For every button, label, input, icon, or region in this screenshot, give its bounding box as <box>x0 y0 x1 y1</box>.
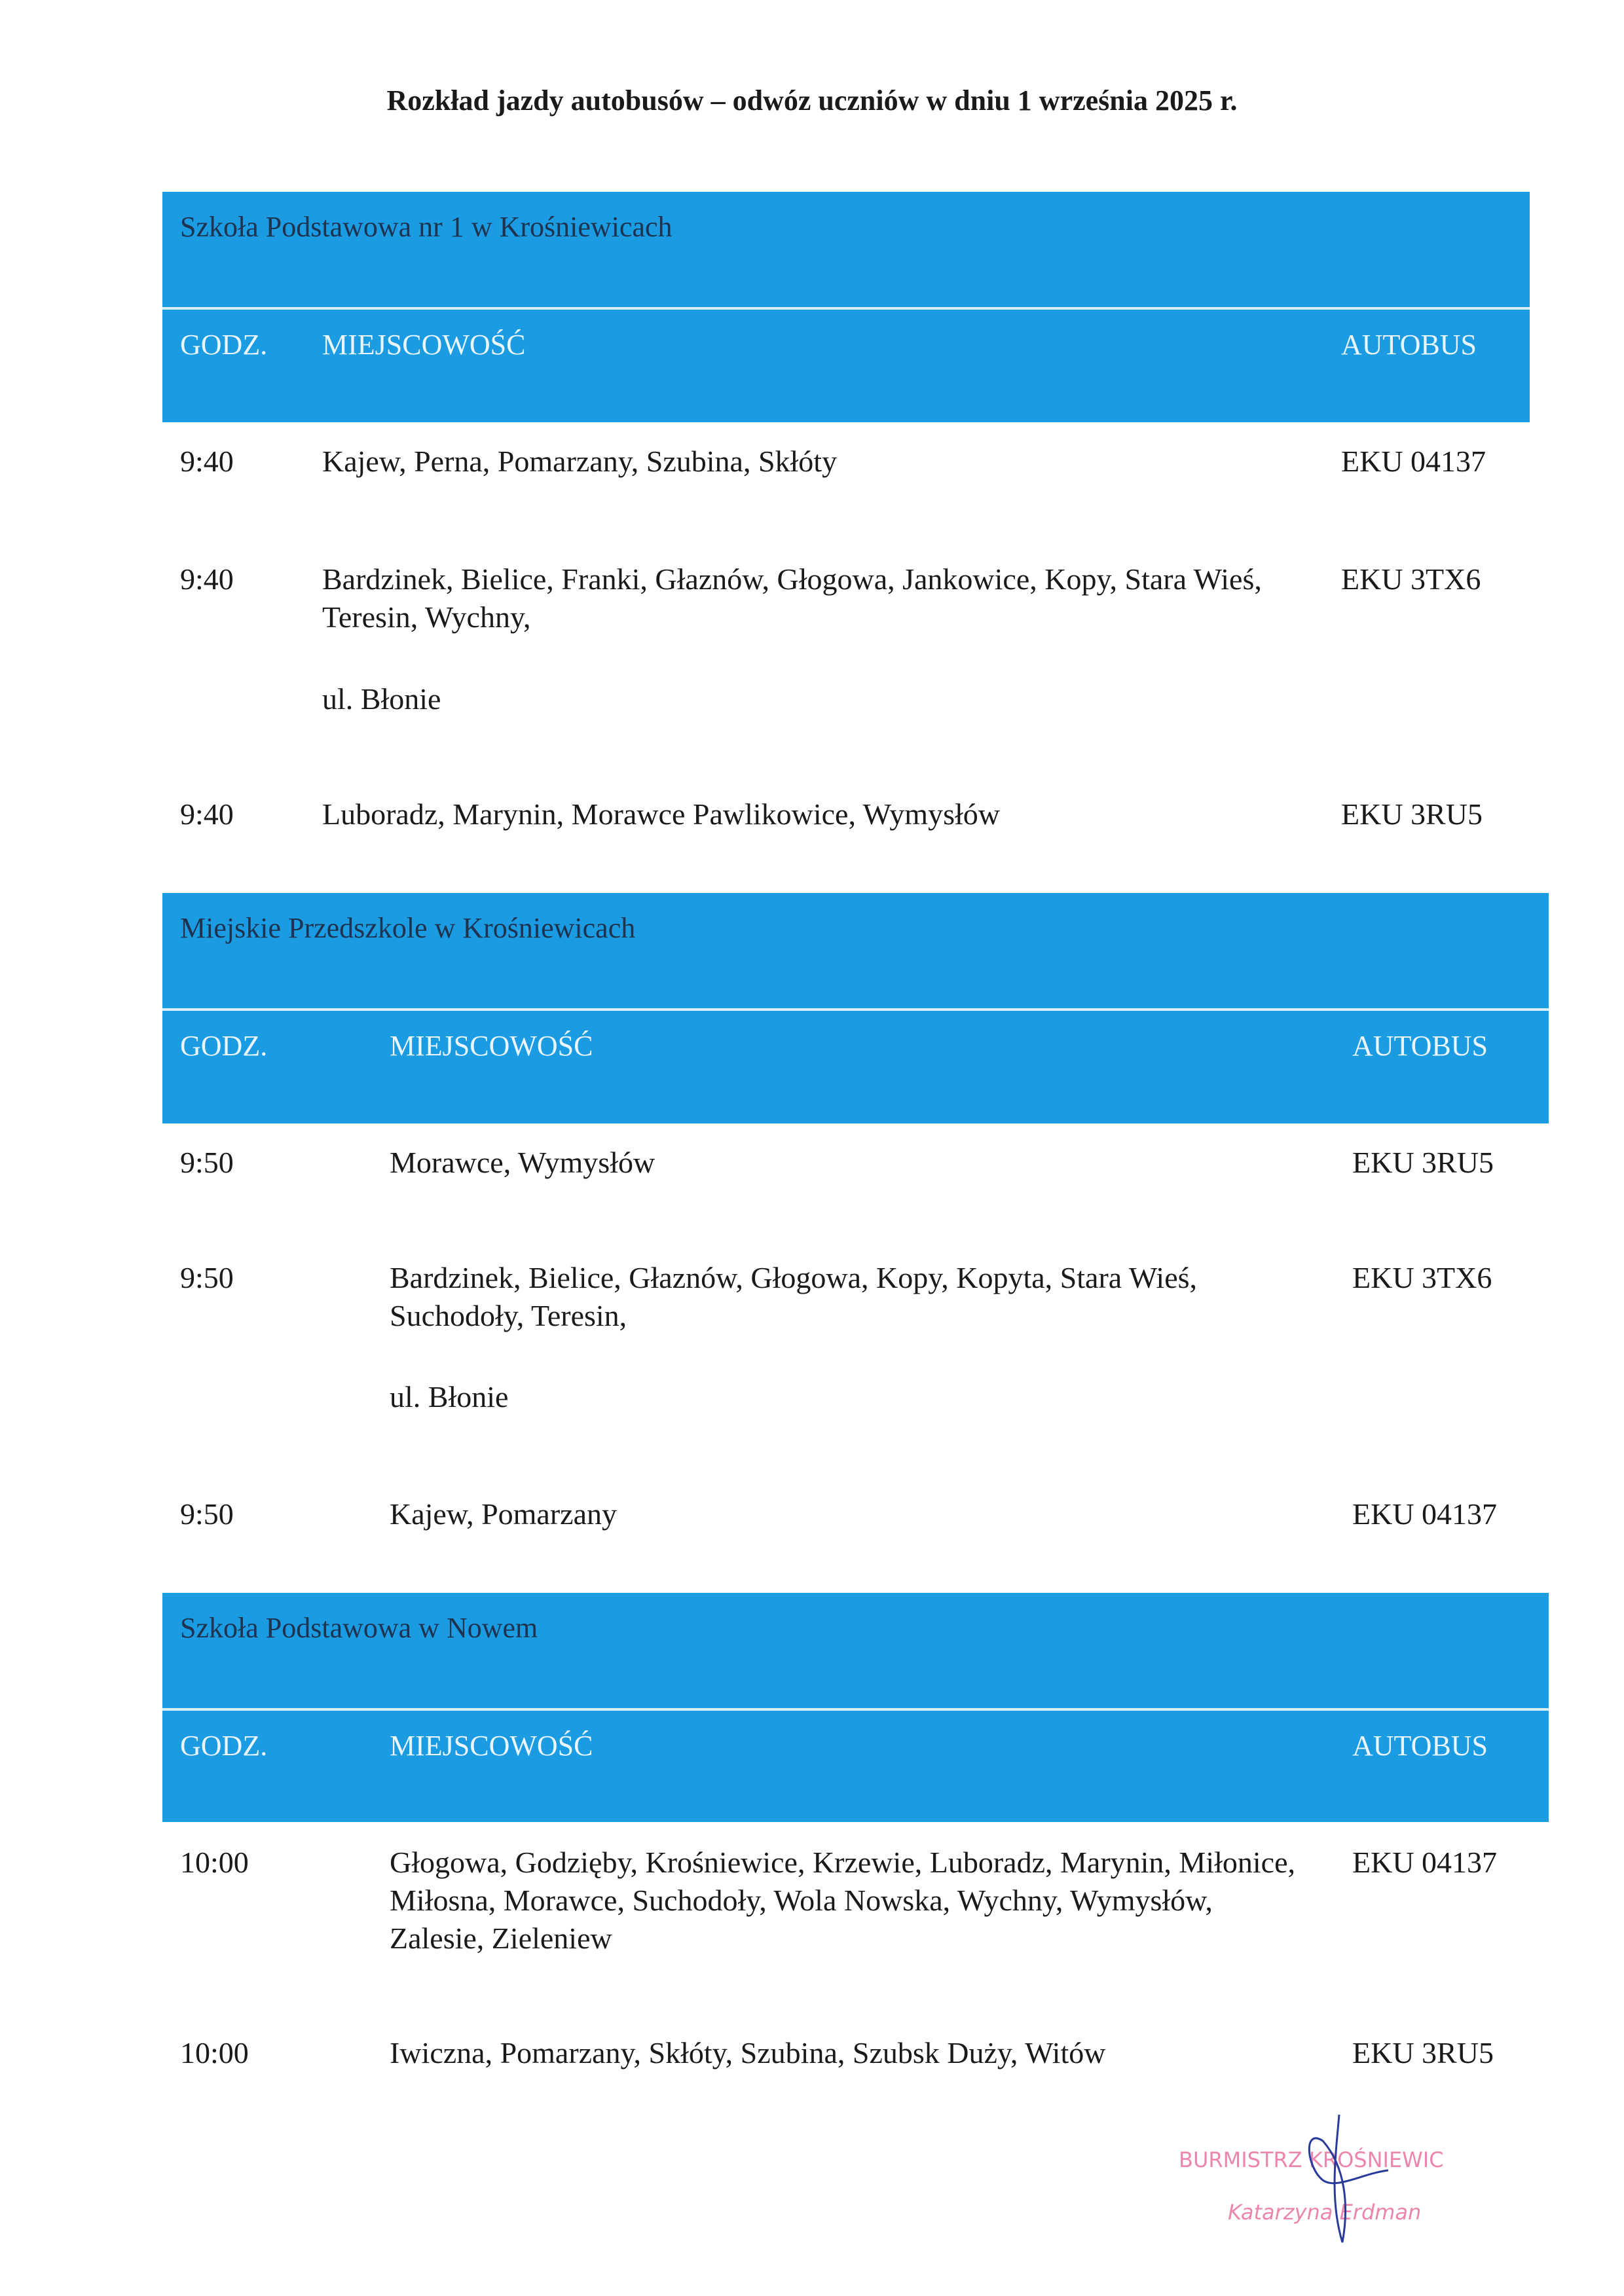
signature-stroke <box>1308 2114 1389 2243</box>
row-time: 9:40 <box>180 445 234 478</box>
column-header-time: GODZ. <box>180 1030 268 1062</box>
row-places: Kajew, Perna, Pomarzany, Szubina, Skłóty <box>322 445 838 478</box>
signature-stamp: BURMISTRZ KROŚNIEWIC Katarzyna Erdman <box>1172 2114 1513 2246</box>
header-divider <box>162 1008 1549 1011</box>
section-header-band: Szkoła Podstawowa nr 1 w Krośniewicach GO… <box>162 192 1530 422</box>
column-header-place: MIEJSCOWOŚĆ <box>322 329 526 361</box>
column-header-time: GODZ. <box>180 1730 268 1762</box>
header-divider <box>162 1708 1549 1711</box>
column-header-bus: AUTOBUS <box>1341 329 1477 361</box>
row-places: Kajew, Pomarzany <box>390 1497 617 1531</box>
row-bus: EKU 04137 <box>1352 1497 1498 1531</box>
signature-image: BURMISTRZ KROŚNIEWIC Katarzyna Erdman <box>1179 2114 1444 2243</box>
row-bus: EKU 3TX6 <box>1341 562 1481 596</box>
row-bus: EKU 3RU5 <box>1352 1146 1494 1179</box>
row-time: 9:50 <box>180 1497 234 1531</box>
row-places: Iwiczna, Pomarzany, Skłóty, Szubina, Szu… <box>390 2036 1106 2069</box>
column-header-place: MIEJSCOWOŚĆ <box>390 1730 593 1762</box>
section-title: Szkoła Podstawowa w Nowem <box>180 1612 538 1644</box>
row-time: 9:40 <box>180 797 234 831</box>
section-header-band: Miejskie Przedszkole w Krośniewicach GODZ… <box>162 893 1549 1123</box>
row-bus: EKU 04137 <box>1352 1846 1498 1879</box>
section-header-band: Szkoła Podstawowa w Nowem GODZ. MIEJSCOWOŚ… <box>162 1593 1549 1822</box>
row-places: Głogowa, Godzięby, Krośniewice, Krzewie,… <box>390 1846 1295 1955</box>
row-places: Bardzinek, Bielice, Franki, Głaznów, Gło… <box>322 562 1262 634</box>
column-header-time: GODZ. <box>180 329 268 361</box>
row-bus: EKU 3RU5 <box>1352 2036 1494 2069</box>
column-header-place: MIEJSCOWOŚĆ <box>390 1030 593 1062</box>
column-header-bus: AUTOBUS <box>1352 1730 1488 1762</box>
row-bus: EKU 3RU5 <box>1341 797 1483 831</box>
document-title: Rozkład jazdy autobusów – odwóz uczniów … <box>386 84 1238 117</box>
row-time: 9:50 <box>180 1146 234 1179</box>
row-places: Morawce, Wymysłów <box>390 1146 655 1179</box>
row-time: 10:00 <box>180 2036 249 2069</box>
row-extra-place: ul. Błonie <box>390 1380 509 1413</box>
section-title: Miejskie Przedszkole w Krośniewicach <box>180 912 636 944</box>
row-bus: EKU 3TX6 <box>1352 1261 1492 1294</box>
stamp-person-text: Katarzyna Erdman <box>1228 2200 1421 2225</box>
row-time: 9:50 <box>180 1261 234 1294</box>
row-places: Luboradz, Marynin, Morawce Pawlikowice, … <box>322 797 1000 831</box>
row-extra-place: ul. Błonie <box>322 682 441 716</box>
section-title: Szkoła Podstawowa nr 1 w Krośniewicach <box>180 211 673 243</box>
row-places: Bardzinek, Bielice, Głaznów, Głogowa, Ko… <box>390 1261 1198 1332</box>
header-divider <box>162 307 1530 310</box>
row-time: 10:00 <box>180 1846 249 1879</box>
column-header-bus: AUTOBUS <box>1352 1030 1488 1062</box>
row-bus: EKU 04137 <box>1341 445 1486 478</box>
row-time: 9:40 <box>180 562 234 596</box>
